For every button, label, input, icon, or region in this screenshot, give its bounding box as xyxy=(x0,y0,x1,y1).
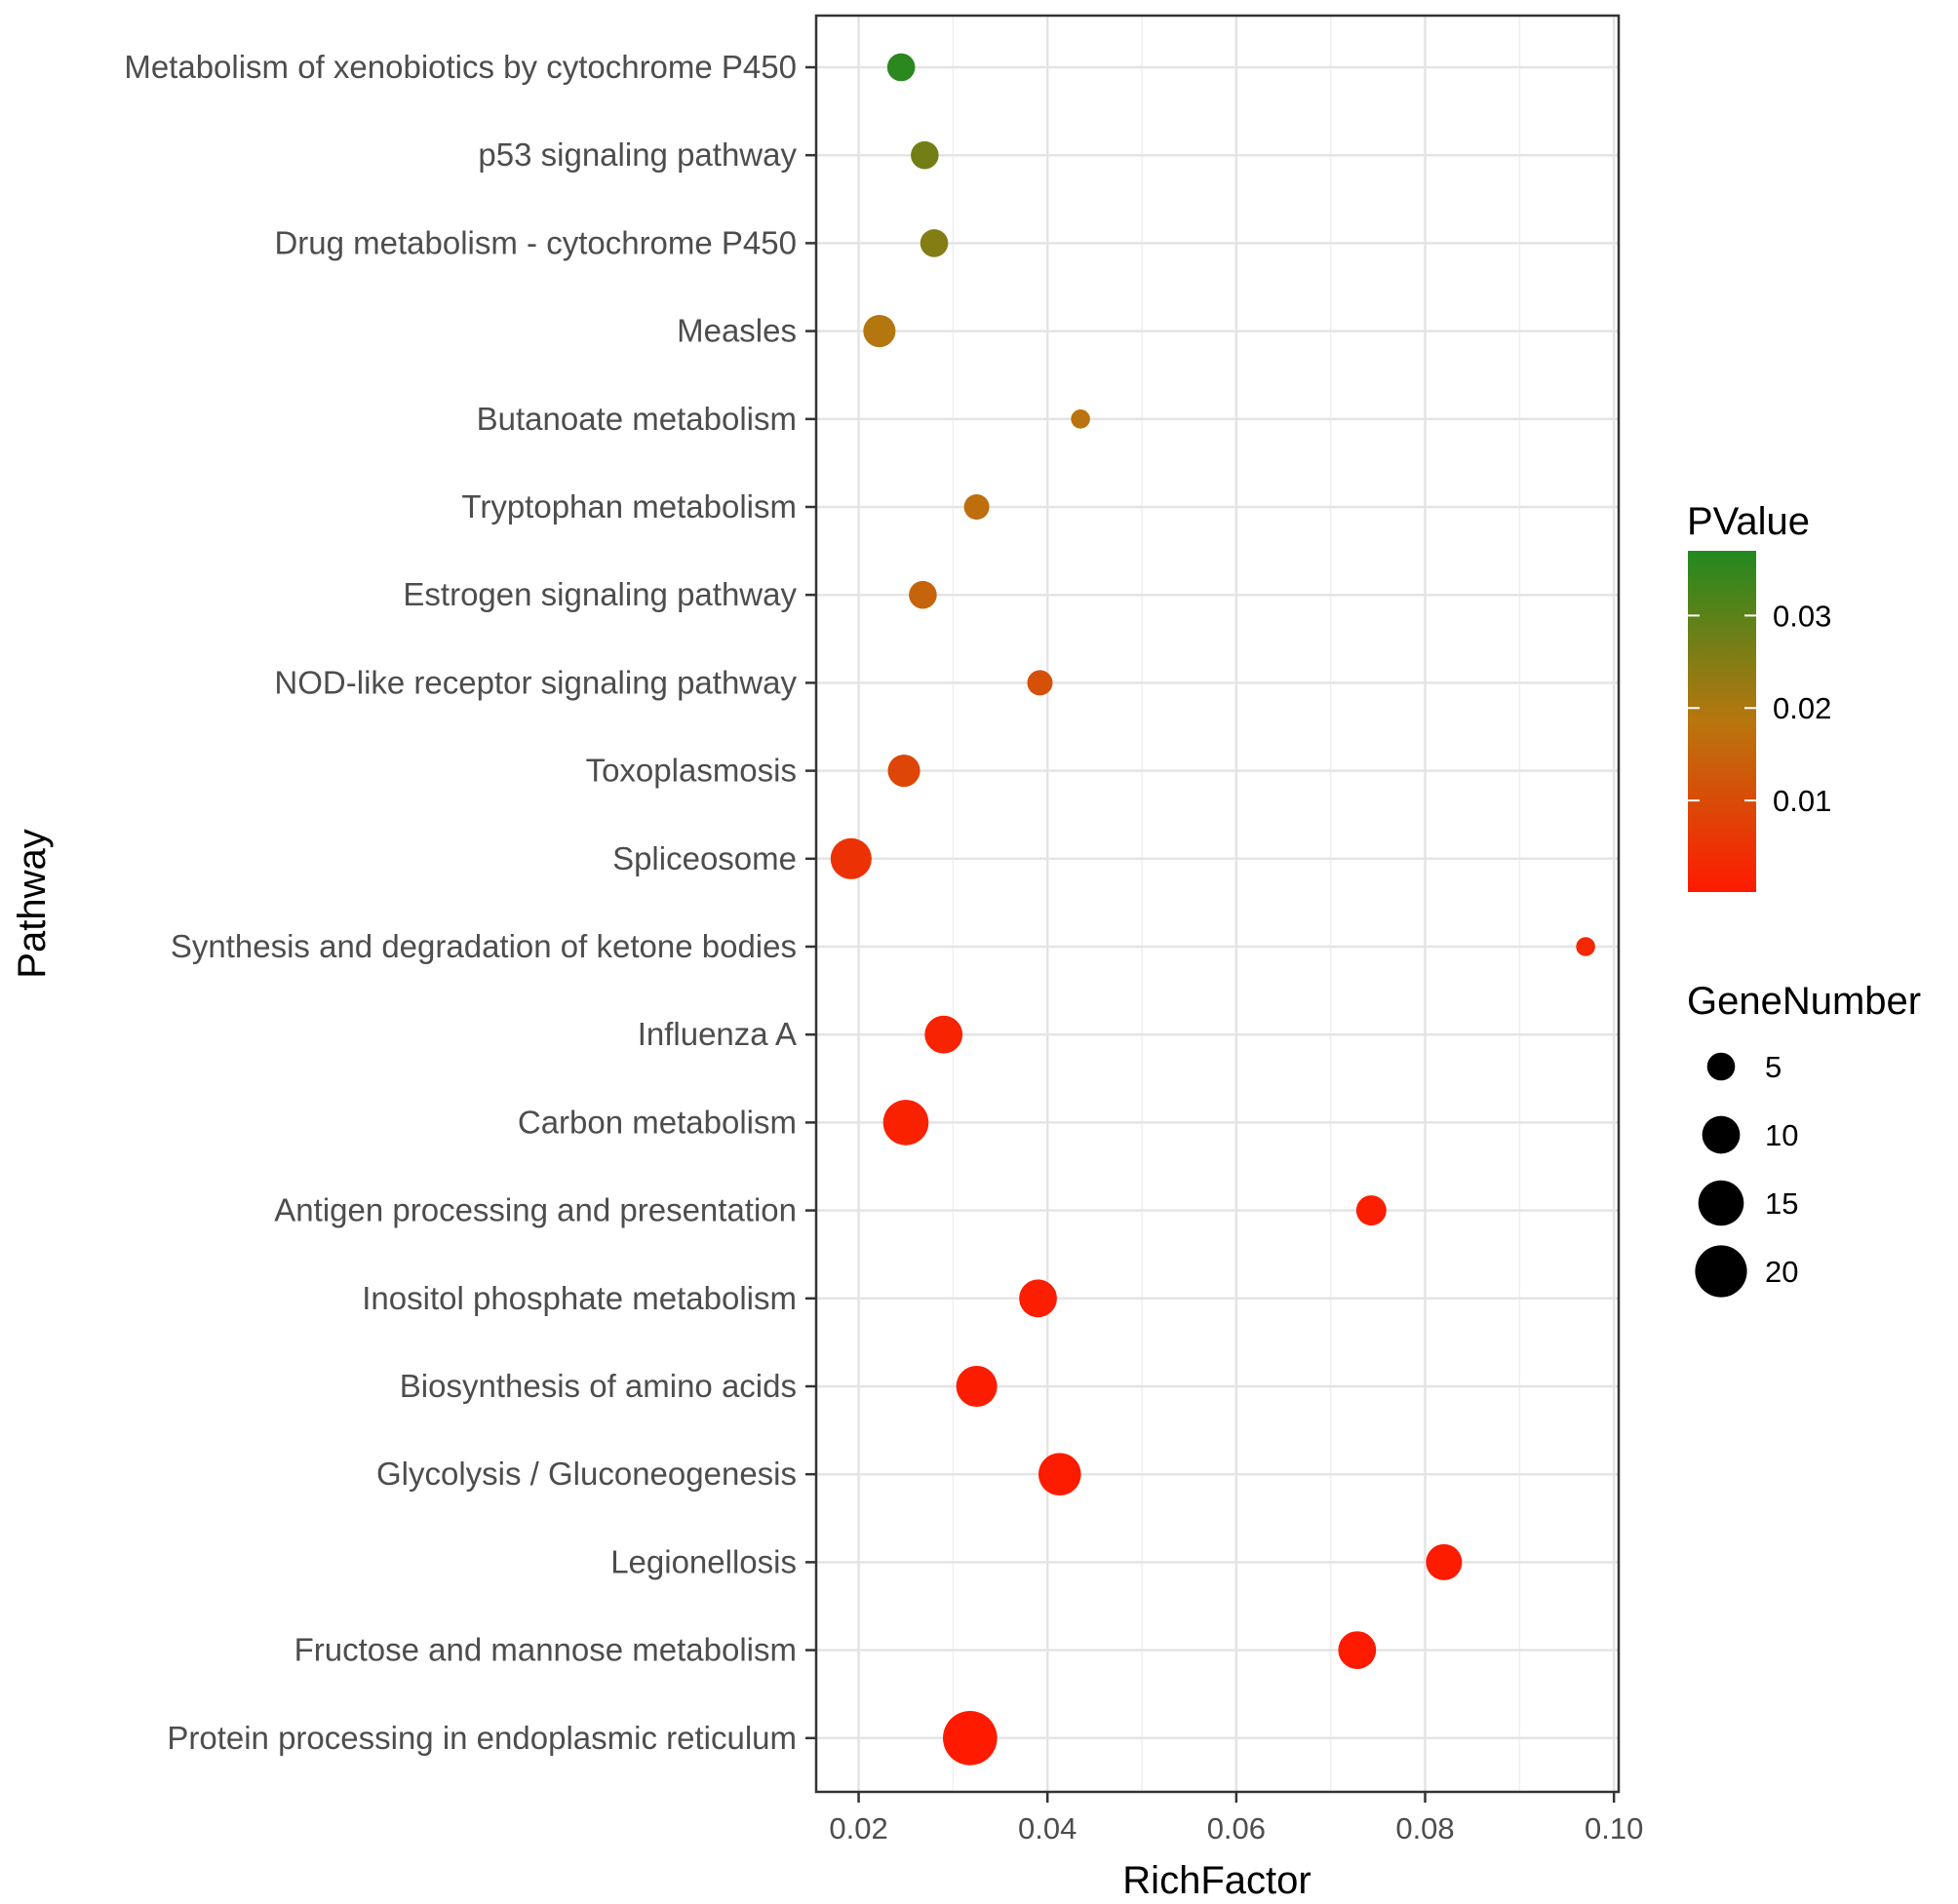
x-tick-label: 0.06 xyxy=(1207,1811,1266,1846)
data-point xyxy=(1426,1543,1463,1580)
size-legend-label: 15 xyxy=(1765,1186,1798,1221)
genenumber-legend: GeneNumber 5 10 15 20 xyxy=(1687,980,1921,1298)
y-tick-label: Metabolism of xenobiotics by cytochrome … xyxy=(124,49,797,85)
data-point xyxy=(924,1015,963,1054)
y-tick-label: Fructose and mannose metabolism xyxy=(294,1632,797,1668)
data-point xyxy=(1576,937,1595,956)
pvalue-legend: PValue 0.01 0.02 0.03 xyxy=(1687,500,1831,892)
genenumber-legend-title: GeneNumber xyxy=(1687,980,1921,1023)
data-point xyxy=(1338,1631,1377,1669)
data-point xyxy=(882,1100,929,1146)
y-tick-label: p53 signaling pathway xyxy=(478,136,797,173)
size-legend-dot xyxy=(1695,1245,1747,1298)
data-point xyxy=(1355,1195,1387,1226)
grid-lines xyxy=(816,16,1619,1792)
pvalue-colorbar-ticks: 0.01 0.02 0.03 xyxy=(1688,599,1831,818)
plot-panel xyxy=(816,16,1619,1792)
y-tick-label: Butanoate metabolism xyxy=(477,401,797,437)
size-legend-dot xyxy=(1706,1052,1736,1081)
x-tick-label: 0.10 xyxy=(1585,1811,1643,1846)
y-tick-label: Spliceosome xyxy=(612,840,797,876)
data-point xyxy=(863,315,896,348)
y-tick-label: Measles xyxy=(677,313,797,349)
colorbar-tick-label: 0.02 xyxy=(1773,691,1831,725)
x-tick-label: 0.08 xyxy=(1395,1811,1454,1846)
y-tick-label: Estrogen signaling pathway xyxy=(403,576,797,612)
data-points xyxy=(830,53,1595,1766)
data-point xyxy=(1019,1279,1057,1318)
y-tick-label: Antigen processing and presentation xyxy=(274,1192,797,1228)
y-tick-label: Glycolysis / Gluconeogenesis xyxy=(376,1456,797,1492)
data-point xyxy=(830,837,872,879)
x-axis-title: RichFactor xyxy=(1122,1859,1311,1902)
size-legend-label: 5 xyxy=(1765,1050,1782,1084)
y-tick-label: Protein processing in endoplasmic reticu… xyxy=(167,1720,797,1756)
data-point xyxy=(943,1711,998,1766)
size-legend-dot xyxy=(1702,1115,1741,1154)
data-point xyxy=(1027,670,1053,696)
data-point xyxy=(1071,409,1090,429)
data-point xyxy=(886,53,916,82)
data-point xyxy=(911,140,939,170)
data-point xyxy=(920,229,949,257)
y-tick-label: Inositol phosphate metabolism xyxy=(362,1280,797,1316)
y-tick-label: Drug metabolism - cytochrome P450 xyxy=(274,224,797,260)
x-tick-label: 0.04 xyxy=(1018,1811,1077,1846)
plot-border xyxy=(814,14,1621,1794)
y-tick-label: Synthesis and degradation of ketone bodi… xyxy=(171,928,797,964)
y-tick-label: Influenza A xyxy=(638,1016,797,1052)
y-tick-label: Biosynthesis of amino acids xyxy=(400,1368,797,1404)
pvalue-colorbar xyxy=(1688,551,1756,892)
genenumber-legend-items: 5 10 15 20 xyxy=(1695,1050,1798,1298)
y-axis-title: Pathway xyxy=(11,829,54,978)
y-tick-label: NOD-like receptor signaling pathway xyxy=(274,664,797,700)
y-tick-label: Toxoplasmosis xyxy=(586,753,797,789)
data-point xyxy=(887,755,920,788)
x-axis: 0.02 0.04 0.06 0.08 0.10 xyxy=(829,1792,1643,1846)
data-point xyxy=(963,494,990,520)
y-tick-label: Tryptophan metabolism xyxy=(461,488,797,525)
colorbar-tick-label: 0.03 xyxy=(1773,599,1831,633)
size-legend-dot xyxy=(1698,1180,1744,1226)
y-axis: Metabolism of xenobiotics by cytochrome … xyxy=(124,49,816,1756)
colorbar-tick-label: 0.01 xyxy=(1773,784,1831,818)
data-point xyxy=(1038,1453,1081,1496)
data-point xyxy=(909,580,937,609)
pvalue-legend-title: PValue xyxy=(1687,500,1810,543)
y-tick-label: Legionellosis xyxy=(610,1543,797,1579)
size-legend-label: 20 xyxy=(1765,1255,1798,1289)
y-tick-label: Carbon metabolism xyxy=(518,1104,797,1140)
size-legend-label: 10 xyxy=(1765,1118,1798,1152)
x-tick-label: 0.02 xyxy=(829,1811,887,1846)
data-point xyxy=(956,1365,998,1408)
